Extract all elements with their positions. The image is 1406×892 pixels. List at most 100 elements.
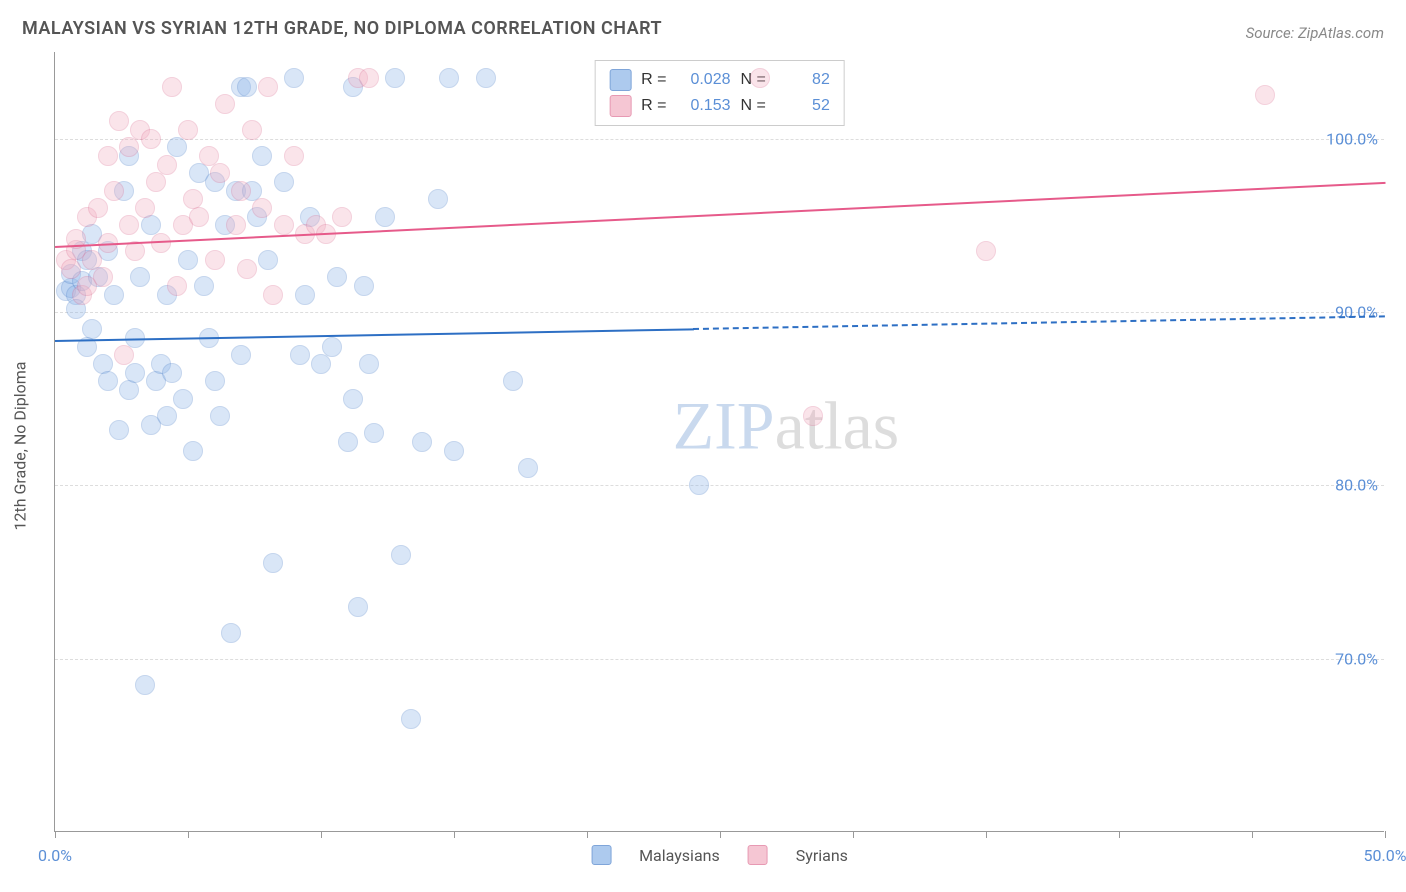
gridline — [55, 312, 1384, 313]
legend-row: R =0.028N =82 — [609, 67, 830, 93]
data-point — [327, 267, 347, 287]
data-point — [93, 267, 113, 287]
data-point — [173, 389, 193, 409]
y-tick-label: 70.0% — [1335, 649, 1378, 668]
legend-r-label: R = — [641, 71, 666, 89]
data-point — [205, 250, 225, 270]
data-point — [205, 371, 225, 391]
x-tick-mark — [55, 831, 56, 838]
data-point — [976, 241, 996, 261]
data-point — [194, 276, 214, 296]
legend-swatch — [609, 69, 631, 91]
data-point — [343, 389, 363, 409]
data-point — [391, 545, 411, 565]
data-point — [104, 181, 124, 201]
data-point — [412, 432, 432, 452]
data-point — [354, 276, 374, 296]
legend-row: R =0.153N =52 — [609, 93, 830, 119]
y-tick-label: 100.0% — [1326, 129, 1378, 148]
data-point — [226, 215, 246, 235]
data-point — [109, 111, 129, 131]
data-point — [82, 319, 102, 339]
data-point — [290, 345, 310, 365]
x-tick-mark — [853, 831, 854, 838]
legend-swatch — [609, 95, 631, 117]
data-point — [119, 137, 139, 157]
data-point — [162, 77, 182, 97]
x-tick-mark — [321, 831, 322, 838]
data-point — [338, 432, 358, 452]
data-point — [130, 267, 150, 287]
data-point — [503, 371, 523, 391]
watermark: ZIPatlas — [673, 386, 900, 465]
data-point — [322, 337, 342, 357]
data-point — [135, 675, 155, 695]
x-tick-mark — [587, 831, 588, 838]
x-tick-mark — [188, 831, 189, 838]
data-point — [518, 458, 538, 478]
legend-label: Malaysians — [639, 846, 720, 865]
x-tick-label: 0.0% — [38, 846, 72, 865]
data-point — [104, 285, 124, 305]
data-point — [237, 77, 257, 97]
data-point — [98, 146, 118, 166]
data-point — [439, 68, 459, 88]
chart-container: MALAYSIAN VS SYRIAN 12TH GRADE, NO DIPLO… — [0, 0, 1406, 892]
gridline — [55, 485, 1384, 486]
data-point — [359, 68, 379, 88]
data-point — [295, 285, 315, 305]
data-point — [178, 120, 198, 140]
data-point — [258, 250, 278, 270]
data-point — [311, 354, 331, 374]
data-point — [237, 259, 257, 279]
x-tick-mark — [1119, 831, 1120, 838]
data-point — [146, 172, 166, 192]
legend-r-value: 0.153 — [677, 97, 731, 115]
data-point — [274, 215, 294, 235]
data-point — [689, 475, 709, 495]
data-point — [125, 363, 145, 383]
data-point — [284, 68, 304, 88]
data-point — [162, 363, 182, 383]
data-point — [263, 553, 283, 573]
data-point — [242, 120, 262, 140]
data-point — [803, 406, 823, 426]
trend-line — [55, 328, 693, 342]
data-point — [476, 68, 496, 88]
data-point — [428, 189, 448, 209]
data-point — [189, 207, 209, 227]
data-point — [364, 423, 384, 443]
data-point — [375, 207, 395, 227]
watermark-atlas: atlas — [775, 387, 900, 463]
x-tick-mark — [454, 831, 455, 838]
data-point — [88, 198, 108, 218]
data-point — [332, 207, 352, 227]
data-point — [1255, 85, 1275, 105]
data-point — [231, 181, 251, 201]
x-tick-mark — [720, 831, 721, 838]
data-point — [98, 371, 118, 391]
data-point — [109, 420, 129, 440]
data-point — [252, 198, 272, 218]
data-point — [210, 163, 230, 183]
data-point — [750, 68, 770, 88]
data-point — [119, 215, 139, 235]
gridline — [55, 659, 1384, 660]
data-point — [263, 285, 283, 305]
data-point — [157, 155, 177, 175]
legend-r-label: R = — [641, 97, 666, 115]
data-point — [221, 623, 241, 643]
data-point — [210, 406, 230, 426]
legend-series: MalaysiansSyrians — [591, 845, 848, 865]
data-point — [119, 380, 139, 400]
data-point — [157, 406, 177, 426]
data-point — [284, 146, 304, 166]
legend-n-label: N = — [741, 97, 766, 115]
legend-swatch — [748, 845, 768, 865]
data-point — [135, 198, 155, 218]
trend-line — [693, 315, 1385, 330]
data-point — [141, 129, 161, 149]
y-axis-label: 12th Grade, No Diploma — [11, 362, 30, 531]
legend-swatch — [591, 845, 611, 865]
data-point — [114, 345, 134, 365]
